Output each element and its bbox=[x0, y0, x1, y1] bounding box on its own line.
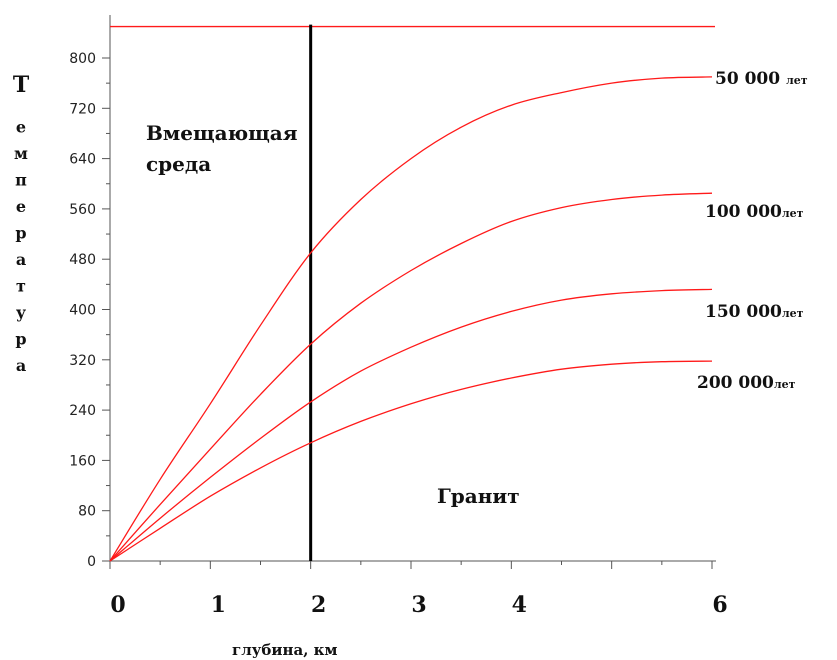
series-label-unit: лет bbox=[774, 378, 796, 391]
x-tick-label-2: 2 bbox=[311, 592, 326, 618]
annotation-host-medium-line2: среда bbox=[146, 152, 211, 176]
axes bbox=[109, 15, 716, 565]
series-label-unit: лет bbox=[782, 207, 804, 220]
series-line-1 bbox=[109, 76, 713, 562]
y-ticks: 0 80 160 240 320 400 480 560 640 720 800 bbox=[69, 51, 110, 570]
y-axis-title-letter: т bbox=[16, 277, 26, 296]
y-tick-label-320: 320 bbox=[69, 353, 96, 369]
y-axis-title-letter: е bbox=[16, 118, 26, 137]
y-tick-label-160: 160 bbox=[69, 453, 96, 469]
x-tick-label-1: 1 bbox=[211, 592, 226, 618]
y-axis-title-letter: м bbox=[14, 144, 28, 163]
series-group bbox=[109, 76, 713, 562]
y-axis-title-letter: р bbox=[15, 330, 26, 349]
series-label-1: 50 000 лет bbox=[715, 69, 808, 89]
series-label-name: 50 000 bbox=[715, 69, 786, 89]
y-tick-label-80: 80 bbox=[78, 504, 96, 520]
series-label-name: 150 000 bbox=[705, 302, 782, 322]
series-line-2 bbox=[109, 192, 713, 562]
x-tick-label-6: 6 bbox=[712, 592, 727, 618]
y-tick-label-720: 720 bbox=[69, 101, 96, 117]
y-axis-title-letter: е bbox=[16, 197, 26, 216]
series-label-name: 100 000 bbox=[705, 202, 782, 222]
series-label-unit: лет bbox=[782, 307, 804, 320]
series-label-3: 150 000лет bbox=[705, 302, 804, 322]
x-tick-label-4: 4 bbox=[512, 592, 527, 618]
y-tick-label-240: 240 bbox=[69, 403, 96, 419]
reference-lines bbox=[110, 24, 715, 561]
annotation-granite: Гранит bbox=[437, 484, 520, 508]
y-axis-title-letter: а bbox=[16, 356, 26, 375]
y-tick-label-800: 800 bbox=[69, 51, 96, 67]
y-tick-label-0: 0 bbox=[87, 554, 96, 570]
x-tick-label-0: 0 bbox=[110, 592, 125, 618]
x-tick-label-3: 3 bbox=[411, 592, 426, 618]
y-tick-label-560: 560 bbox=[69, 202, 96, 218]
y-axis-title-letter: р bbox=[15, 224, 26, 243]
annotation-host-medium-line1: Вмещающая bbox=[146, 121, 298, 145]
series-line-4 bbox=[109, 360, 713, 562]
x-ticks: 0 1 2 3 4 6 bbox=[109, 561, 728, 618]
x-axis-title: глубина, км bbox=[232, 641, 338, 659]
y-tick-label-400: 400 bbox=[69, 303, 96, 319]
y-axis-title-letter: у bbox=[16, 303, 27, 322]
y-axis-title-letter: п bbox=[15, 171, 27, 190]
series-label-2: 100 000лет bbox=[705, 202, 804, 222]
y-axis-title-letter: а bbox=[16, 250, 26, 269]
series-label-unit: лет bbox=[786, 74, 808, 87]
series-line-3 bbox=[109, 288, 713, 562]
series-label-name: 200 000 bbox=[697, 373, 774, 393]
y-tick-label-480: 480 bbox=[69, 252, 96, 268]
y-axis-title-letter: Т bbox=[13, 72, 30, 98]
y-tick-label-640: 640 bbox=[69, 152, 96, 168]
series-label-4: 200 000лет bbox=[697, 373, 796, 393]
